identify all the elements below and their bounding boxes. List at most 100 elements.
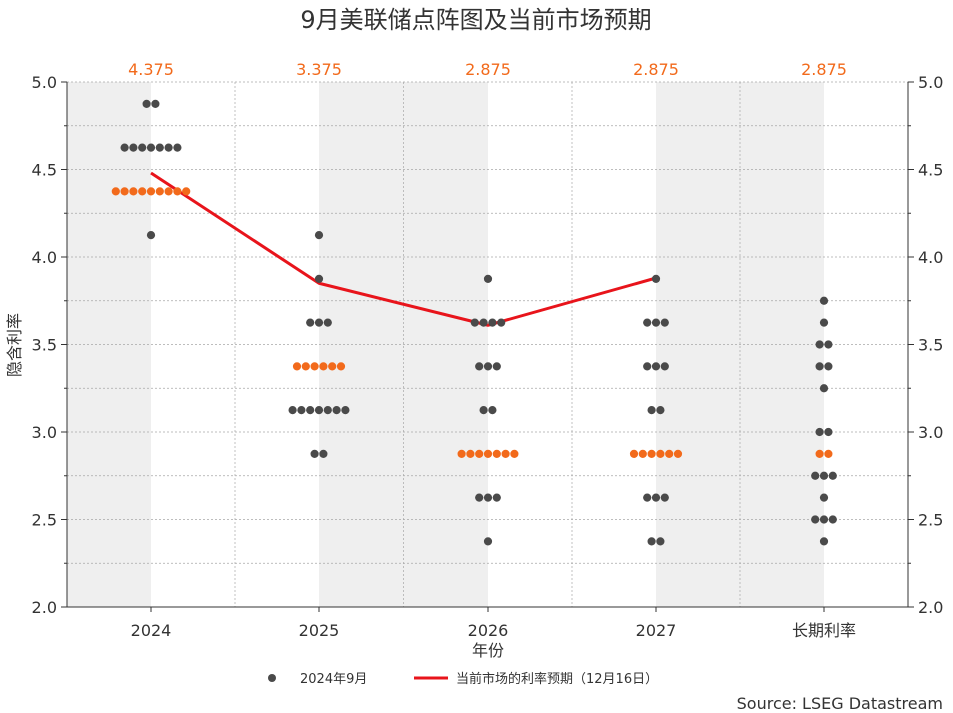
fed-dot xyxy=(824,427,833,437)
fed-dot xyxy=(643,318,652,327)
fed-dot xyxy=(638,449,647,458)
fed-dot xyxy=(483,449,493,458)
fed-dot xyxy=(138,187,147,196)
fed-dot xyxy=(479,318,488,327)
fed-dot xyxy=(647,449,656,458)
fed-dot xyxy=(656,537,665,546)
fed-dot xyxy=(815,362,824,371)
fed-dot xyxy=(643,362,652,371)
fed-dot xyxy=(815,340,824,349)
fed-dot xyxy=(492,493,501,502)
legend: 2024年9月 当前市场的利率预期（12月16日） xyxy=(268,671,658,687)
fed-dot xyxy=(306,406,315,415)
fed-dot xyxy=(288,406,297,415)
fed-dot xyxy=(314,231,324,240)
fed-dot xyxy=(323,318,332,327)
median-label: 2.875 xyxy=(633,60,679,79)
fed-dot xyxy=(138,143,147,152)
fed-dot xyxy=(811,515,820,524)
fed-dot xyxy=(155,187,164,196)
fed-dot xyxy=(647,406,656,415)
fed-dot xyxy=(151,99,160,108)
fed-dot xyxy=(824,340,833,349)
fed-dot xyxy=(828,515,837,524)
fed-dot xyxy=(492,449,501,458)
fed-dot xyxy=(470,318,479,327)
fed-dot xyxy=(651,318,661,327)
chart-title: 9月美联储点阵图及当前市场预期 xyxy=(300,6,651,34)
fed-dot xyxy=(819,384,829,393)
fed-dot xyxy=(488,318,497,327)
fed-dot xyxy=(483,537,493,546)
fed-dot xyxy=(328,362,337,371)
market-expectation-line xyxy=(150,171,657,327)
fed-dot xyxy=(815,427,824,437)
fed-dot xyxy=(643,493,652,502)
median-label: 2.875 xyxy=(801,60,847,79)
y-tick-label-right: 3.0 xyxy=(918,423,943,442)
median-labels: 4.375 3.375 2.875 2.875 2.875 xyxy=(128,60,847,79)
fed-dot xyxy=(314,406,324,415)
fed-dot xyxy=(665,449,674,458)
fed-dot xyxy=(651,274,661,283)
legend-dot-label: 2024年9月 xyxy=(300,672,367,687)
fed-dot xyxy=(673,449,683,458)
fed-dot xyxy=(142,99,151,108)
fed-dot xyxy=(129,143,138,152)
fed-dot xyxy=(310,362,319,371)
fed-dot xyxy=(815,449,824,458)
fed-dot xyxy=(120,143,129,152)
fed-dot xyxy=(314,318,324,327)
y-tick-label-left: 2.5 xyxy=(32,511,57,530)
fed-dot xyxy=(292,362,302,371)
fed-dot xyxy=(301,362,310,371)
fed-dot xyxy=(819,537,829,546)
fed-dot xyxy=(483,274,493,283)
fed-dot xyxy=(336,362,346,371)
fed-dot xyxy=(651,493,661,502)
fed-dot xyxy=(129,187,138,196)
fed-dot xyxy=(828,471,837,480)
median-label: 4.375 xyxy=(128,60,174,79)
axes: 2.0 2.0 2.5 2.5 3.0 3.0 3.5 3.5 4.0 4.0 4.5 4.5 5.0 5… xyxy=(32,73,944,640)
fed-dot xyxy=(173,187,182,196)
fed-dot xyxy=(629,449,639,458)
fed-dot xyxy=(819,296,829,305)
fed-dot xyxy=(297,406,306,415)
fed-dot xyxy=(647,537,656,546)
fed-dot xyxy=(819,515,829,524)
fed-dots xyxy=(111,99,837,546)
fed-dot xyxy=(656,406,665,415)
median-label: 3.375 xyxy=(296,60,342,79)
source-note: Source: LSEG Datastream xyxy=(737,694,943,713)
legend-line-label: 当前市场的利率预期（12月16日） xyxy=(456,671,658,687)
fed-dot xyxy=(164,187,173,196)
x-tick-label: 2027 xyxy=(636,621,677,640)
fed-dot xyxy=(120,187,129,196)
fed-dot xyxy=(819,493,829,502)
fed-dot xyxy=(323,406,332,415)
y-tick-label-left: 4.0 xyxy=(32,248,57,267)
fed-dot xyxy=(497,318,506,327)
fed-dot xyxy=(310,449,319,458)
fed-dot xyxy=(483,362,493,371)
y-tick-label-right: 2.0 xyxy=(918,598,943,617)
y-tick-label-left: 3.0 xyxy=(32,423,57,442)
fed-dot xyxy=(660,493,669,502)
fed-dot xyxy=(111,187,120,196)
y-tick-label-right: 5.0 xyxy=(918,73,943,92)
fed-dot xyxy=(341,406,350,415)
fed-dot xyxy=(479,406,488,415)
fed-dot xyxy=(660,362,669,371)
y-tick-label-left: 3.5 xyxy=(32,336,57,355)
x-tick-label: 长期利率 xyxy=(792,621,856,640)
fed-dot xyxy=(510,449,519,458)
gridlines xyxy=(67,81,908,608)
median-label: 2.875 xyxy=(465,60,511,79)
fed-dot xyxy=(656,449,665,458)
x-tick-label: 2024 xyxy=(131,621,172,640)
fed-dot xyxy=(173,143,182,152)
fed-dot xyxy=(457,449,466,458)
y-tick-label-right: 2.5 xyxy=(918,511,943,530)
